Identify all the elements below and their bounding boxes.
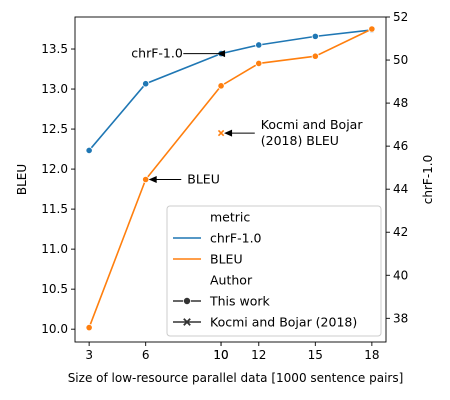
data-point: [85, 146, 93, 155]
data-point: [142, 175, 150, 184]
data-point: [368, 25, 376, 33]
annotation-kocmi-line: (2018) BLEU: [261, 133, 339, 148]
x-tick-label: 10: [213, 348, 228, 362]
y-left-tick-label: 13.0: [41, 82, 68, 96]
reference-point-x: [217, 129, 225, 137]
y-right-tick-label: 46: [393, 139, 408, 153]
data-point: [311, 32, 319, 40]
y-left-tick-label: 13.5: [41, 42, 68, 56]
annotation-bleu: BLEU: [187, 172, 220, 187]
data-point: [85, 323, 93, 332]
y-axis-title-left: BLEU: [15, 164, 29, 195]
y-left-tick-label: 10.5: [41, 282, 68, 296]
legend-swatch-marker-this-work: [182, 296, 191, 305]
annotation-kocmi-arrow-head: [224, 129, 233, 137]
legend-label-author: Author: [210, 273, 253, 288]
x-tick-label: 6: [142, 348, 150, 362]
x-axis-title: Size of low-resource parallel data [1000…: [68, 371, 404, 385]
axes-frame: [74, 16, 387, 343]
legend-swatch-marker-kocmi-and-bojar-2018-: [183, 318, 191, 326]
x-tick-label: 12: [251, 348, 266, 362]
y-right-tick-label: 40: [393, 268, 408, 282]
legend-label-this-work: This work: [209, 294, 271, 309]
y-right-tick-label: 52: [393, 10, 408, 24]
x-tick-label: 3: [85, 348, 93, 362]
y-right-tick-label: 48: [393, 96, 408, 110]
y-right-tick-label: 42: [393, 225, 408, 239]
series-line-bleu: [88, 28, 373, 328]
y-right-tick-label: 38: [393, 311, 408, 325]
y-left-tick-label: 10.0: [41, 322, 68, 336]
y-right-tick-label: 50: [393, 53, 408, 67]
legend-label-kocmi-and-bojar-2018-: Kocmi and Bojar (2018): [210, 315, 357, 330]
annotation-chrf-arrow-head: [217, 50, 226, 58]
y-left-tick-label: 12.0: [41, 162, 68, 176]
data-point: [311, 52, 319, 60]
legend-label-chrf-1-0: chrF-1.0: [210, 231, 262, 246]
annotation-chrf: chrF-1.0: [131, 46, 183, 61]
legend-box: [166, 205, 382, 337]
data-point: [255, 41, 263, 49]
legend-label-metric: metric: [210, 210, 250, 225]
series-line-chrf-1-0: [88, 29, 372, 151]
legend-label-bleu: BLEU: [210, 252, 243, 267]
y-left-tick-label: 12.5: [41, 122, 68, 136]
y-axis-title-right: chrF-1.0: [421, 155, 435, 204]
data-point: [255, 59, 263, 68]
data-point: [142, 80, 150, 88]
annotation-kocmi-line: Kocmi and Bojar: [261, 117, 364, 132]
y-right-tick-label: 44: [393, 182, 408, 196]
data-point: [217, 82, 225, 90]
y-left-tick-label: 11.5: [41, 202, 68, 216]
annotation-kocmi: Kocmi and Bojar (2018) BLEU: [261, 117, 364, 148]
y-left-tick-label: 11.0: [41, 242, 68, 256]
annotation-bleu-arrow-head: [148, 176, 157, 183]
x-tick-label: 18: [364, 348, 379, 362]
x-tick-label: 15: [308, 348, 323, 362]
x-tick-label: 10: [213, 348, 228, 362]
